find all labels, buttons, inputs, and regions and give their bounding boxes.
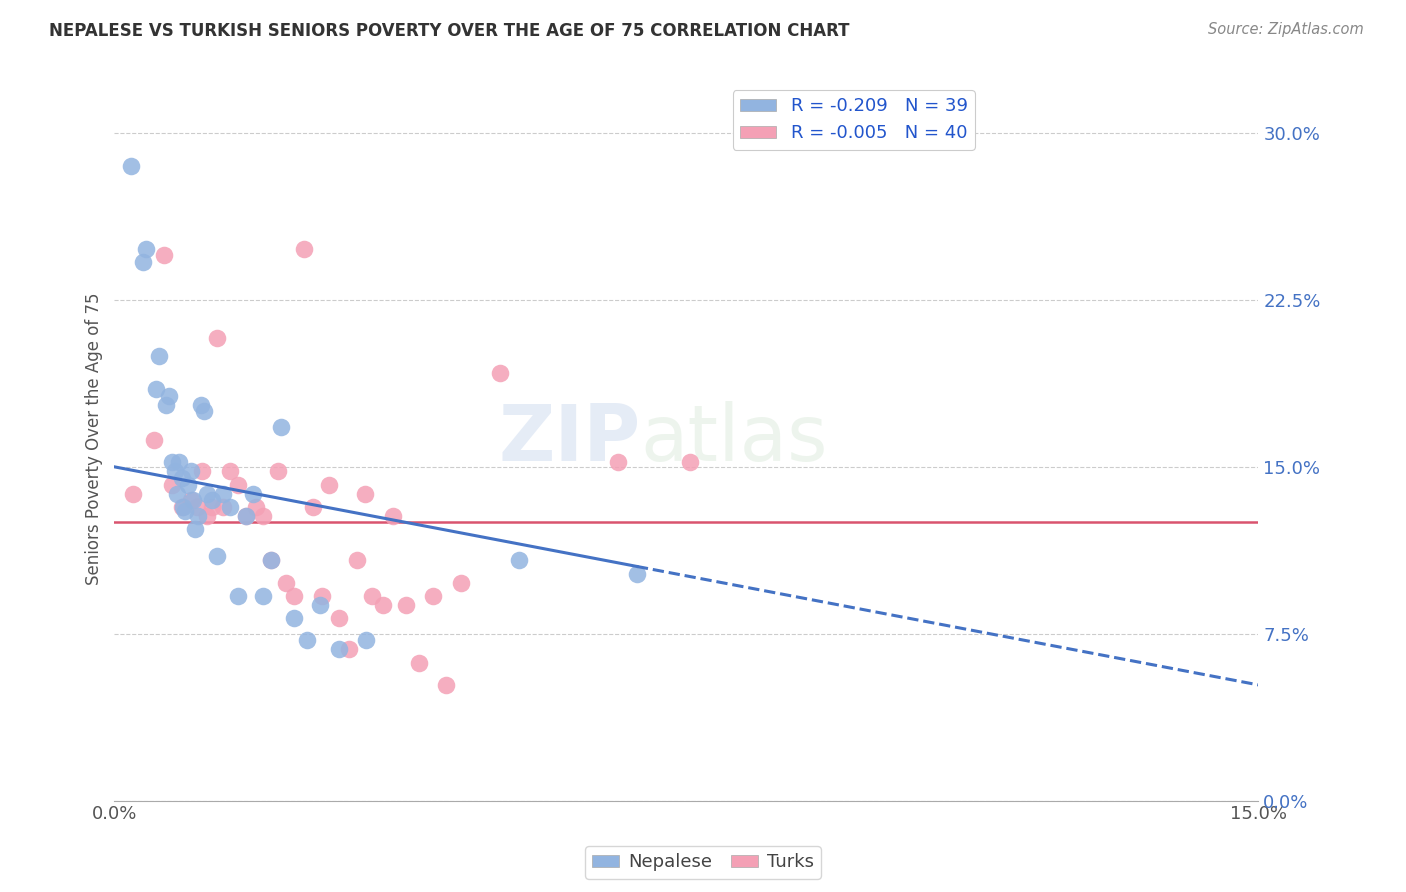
Point bbox=[252, 508, 274, 523]
Point bbox=[132, 255, 155, 269]
Point bbox=[174, 504, 197, 518]
Point bbox=[371, 598, 394, 612]
Point bbox=[157, 389, 180, 403]
Text: Source: ZipAtlas.com: Source: ZipAtlas.com bbox=[1208, 22, 1364, 37]
Point bbox=[180, 464, 202, 478]
Point bbox=[145, 382, 167, 396]
Point bbox=[488, 367, 510, 381]
Point bbox=[252, 589, 274, 603]
Point bbox=[170, 471, 193, 485]
Point bbox=[170, 500, 193, 514]
Point bbox=[381, 508, 404, 523]
Point bbox=[219, 464, 242, 478]
Point bbox=[309, 598, 332, 612]
Point bbox=[153, 248, 176, 262]
Point bbox=[226, 477, 249, 491]
Point bbox=[295, 633, 318, 648]
Point bbox=[176, 477, 198, 491]
Text: atlas: atlas bbox=[641, 401, 828, 477]
Point bbox=[155, 398, 177, 412]
Point bbox=[292, 242, 315, 256]
Point bbox=[122, 486, 145, 500]
Point bbox=[207, 331, 229, 345]
Point bbox=[211, 500, 233, 514]
Point bbox=[187, 508, 209, 523]
Point bbox=[354, 633, 377, 648]
Point bbox=[301, 500, 323, 514]
Point bbox=[143, 433, 166, 447]
Point bbox=[219, 500, 242, 514]
Point bbox=[165, 464, 187, 478]
Point bbox=[235, 508, 257, 523]
Point bbox=[211, 486, 233, 500]
Y-axis label: Seniors Poverty Over the Age of 75: Seniors Poverty Over the Age of 75 bbox=[86, 293, 103, 585]
Point bbox=[395, 598, 418, 612]
Point bbox=[450, 575, 472, 590]
Point bbox=[337, 642, 360, 657]
Point bbox=[226, 589, 249, 603]
Point bbox=[270, 419, 292, 434]
Point bbox=[328, 642, 350, 657]
Point bbox=[328, 611, 350, 625]
Point bbox=[242, 486, 264, 500]
Point bbox=[160, 477, 183, 491]
Point bbox=[191, 464, 214, 478]
Point bbox=[274, 575, 297, 590]
Point bbox=[606, 455, 628, 469]
Legend: R = -0.209   N = 39, R = -0.005   N = 40: R = -0.209 N = 39, R = -0.005 N = 40 bbox=[733, 90, 974, 150]
Point bbox=[201, 493, 224, 508]
Text: ZIP: ZIP bbox=[498, 401, 641, 477]
Legend: Nepalese, Turks: Nepalese, Turks bbox=[585, 847, 821, 879]
Point bbox=[172, 500, 194, 514]
Point bbox=[346, 553, 368, 567]
Point bbox=[508, 553, 530, 567]
Point bbox=[311, 589, 333, 603]
Point bbox=[180, 493, 202, 508]
Point bbox=[184, 522, 207, 536]
Point bbox=[245, 500, 267, 514]
Point bbox=[167, 455, 190, 469]
Point bbox=[135, 242, 157, 256]
Point bbox=[148, 349, 170, 363]
Point bbox=[181, 493, 204, 508]
Point bbox=[353, 486, 375, 500]
Text: NEPALESE VS TURKISH SENIORS POVERTY OVER THE AGE OF 75 CORRELATION CHART: NEPALESE VS TURKISH SENIORS POVERTY OVER… bbox=[49, 22, 849, 40]
Point bbox=[283, 589, 305, 603]
Point bbox=[190, 398, 212, 412]
Point bbox=[679, 455, 702, 469]
Point bbox=[166, 486, 188, 500]
Point bbox=[626, 566, 648, 581]
Point bbox=[162, 455, 184, 469]
Point bbox=[260, 553, 283, 567]
Point bbox=[283, 611, 305, 625]
Point bbox=[197, 486, 219, 500]
Point bbox=[260, 553, 283, 567]
Point bbox=[193, 404, 215, 418]
Point bbox=[197, 508, 219, 523]
Point bbox=[201, 500, 224, 514]
Point bbox=[120, 160, 142, 174]
Point bbox=[408, 656, 430, 670]
Point bbox=[434, 678, 457, 692]
Point bbox=[422, 589, 444, 603]
Point bbox=[361, 589, 384, 603]
Point bbox=[207, 549, 229, 563]
Point bbox=[235, 508, 257, 523]
Point bbox=[267, 464, 290, 478]
Point bbox=[318, 477, 340, 491]
Point bbox=[186, 500, 208, 514]
